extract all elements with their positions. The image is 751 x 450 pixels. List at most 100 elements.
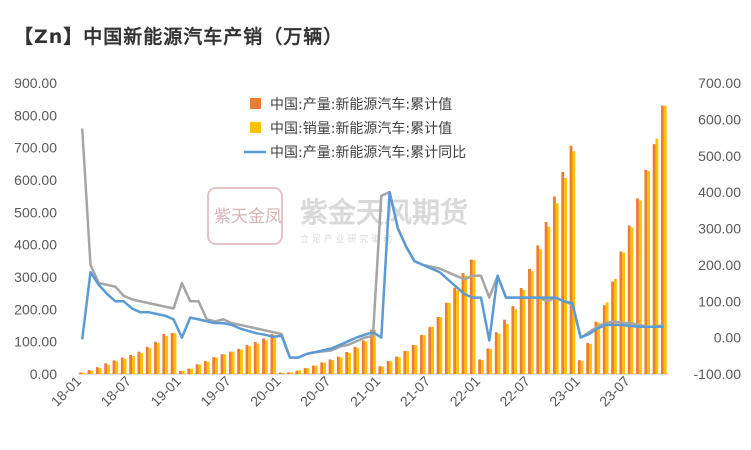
legend-sales-swatch bbox=[250, 122, 261, 133]
sales-bar bbox=[447, 302, 451, 374]
sales-bar bbox=[306, 368, 310, 374]
sales-bar bbox=[605, 302, 609, 374]
production-bar bbox=[378, 366, 382, 374]
sales-bar bbox=[663, 105, 667, 374]
production-bar bbox=[627, 225, 631, 374]
sales-bar bbox=[132, 356, 135, 374]
production-bar bbox=[137, 351, 141, 374]
sales-bar bbox=[613, 278, 617, 374]
production-bar bbox=[652, 144, 656, 374]
legend: 中国:产量:新能源汽车:累计值中国:销量:新能源汽车:累计值中国:产量:新能源汽… bbox=[244, 96, 466, 161]
y-right-tick-label: 700.00 bbox=[698, 75, 741, 91]
production-bar bbox=[619, 251, 623, 374]
production-bar bbox=[245, 344, 249, 374]
x-tick-label: 19-07 bbox=[197, 373, 234, 410]
production-bar bbox=[444, 302, 448, 374]
yoy-line bbox=[80, 190, 664, 359]
production-bar bbox=[187, 368, 191, 374]
production-bar bbox=[594, 321, 598, 374]
production-bar bbox=[237, 348, 241, 374]
sales-bar bbox=[256, 343, 260, 374]
sales-bar bbox=[331, 360, 335, 374]
sales-bar bbox=[198, 364, 202, 374]
production-bar bbox=[436, 317, 440, 374]
production-bar bbox=[353, 346, 357, 374]
y-left-tick-label: 500.00 bbox=[14, 204, 57, 220]
y-left-tick-label: 600.00 bbox=[14, 172, 57, 188]
production-bar bbox=[303, 368, 307, 374]
production-bar bbox=[120, 357, 124, 374]
y-right-tick-label: 300.00 bbox=[698, 221, 741, 237]
watermark-sub: 立 足 产 业 研 究 驱 动 bbox=[300, 233, 392, 245]
sales-bar bbox=[364, 341, 368, 374]
x-tick-label: 20-01 bbox=[247, 373, 284, 410]
sales-bar bbox=[323, 362, 326, 374]
y-left-tick-label: 800.00 bbox=[14, 107, 57, 123]
sales-bar bbox=[514, 309, 518, 374]
sales-bar bbox=[580, 360, 584, 374]
production-bar bbox=[170, 332, 174, 374]
x-tick-label: 22-01 bbox=[447, 373, 484, 410]
production-bar bbox=[561, 171, 565, 374]
production-bar bbox=[403, 351, 407, 374]
sales-bar bbox=[190, 368, 194, 374]
y-right-tick-label: 600.00 bbox=[698, 111, 741, 127]
x-tick-label: 20-07 bbox=[297, 373, 334, 410]
sales-bar bbox=[630, 227, 634, 374]
sales-bar bbox=[298, 370, 302, 374]
y-left-tick-label: 900.00 bbox=[14, 75, 57, 91]
sales-bar bbox=[522, 289, 526, 374]
sales-bar bbox=[215, 357, 218, 374]
lines bbox=[80, 128, 665, 359]
sales-bar bbox=[530, 271, 534, 374]
left-axis: 900.00 800.00 700.00 600.00 500.00 400.00 300.… bbox=[14, 75, 57, 382]
production-bar bbox=[328, 359, 332, 374]
sales-bar bbox=[231, 351, 235, 374]
y-left-tick-label: 100.00 bbox=[14, 334, 57, 350]
sales-bar bbox=[281, 372, 285, 374]
sales-bar bbox=[181, 370, 185, 374]
sales-bar bbox=[655, 138, 659, 374]
sales-bar bbox=[381, 366, 385, 374]
production-bar bbox=[129, 354, 133, 374]
production-bar bbox=[636, 198, 639, 374]
production-bar bbox=[228, 351, 232, 374]
sales-bar bbox=[505, 323, 509, 374]
legend-label: 中国:销量:新能源汽车:累计值 bbox=[270, 120, 452, 137]
production-bar bbox=[336, 356, 340, 374]
production-bar bbox=[503, 319, 506, 374]
production-bar bbox=[203, 361, 207, 374]
production-bar bbox=[644, 169, 648, 374]
watermark-seal bbox=[207, 187, 283, 245]
production-bar bbox=[661, 105, 664, 374]
production-bar bbox=[262, 338, 265, 374]
production-bar bbox=[586, 342, 590, 374]
sales-bar bbox=[273, 334, 277, 374]
sales-bar bbox=[156, 342, 160, 374]
production-bar bbox=[569, 145, 573, 374]
sales-bar bbox=[339, 357, 343, 374]
sales-bar bbox=[206, 361, 210, 374]
production-bar bbox=[395, 356, 398, 374]
sales-bar bbox=[489, 349, 493, 374]
production-bar bbox=[145, 346, 149, 374]
y-right-tick-label: -100.00 bbox=[694, 366, 742, 382]
y-left-tick-label: 0.00 bbox=[30, 366, 57, 382]
y-left-tick-label: 400.00 bbox=[14, 237, 57, 253]
production-bar bbox=[536, 245, 540, 374]
chart-title: 【Zn】中国新能源汽车产销（万辆） bbox=[14, 26, 344, 48]
production-bar bbox=[453, 287, 457, 374]
production-bar bbox=[104, 363, 108, 374]
sales-bar bbox=[140, 352, 144, 374]
sales-bar bbox=[389, 361, 393, 374]
sales-bar bbox=[90, 370, 94, 374]
x-tick-label: 21-01 bbox=[347, 373, 384, 410]
production-bar bbox=[278, 372, 282, 374]
legend-label: 中国:产量:新能源汽车:累计同比 bbox=[270, 144, 466, 161]
production-bar bbox=[361, 340, 365, 374]
production-bar bbox=[87, 370, 91, 374]
right-axis: 700.00 600.00 500.00 400.00 300.00 200.00 100.… bbox=[694, 75, 742, 382]
sales-bar bbox=[173, 333, 177, 374]
sales-bar bbox=[373, 329, 376, 374]
production-bar bbox=[370, 329, 373, 374]
